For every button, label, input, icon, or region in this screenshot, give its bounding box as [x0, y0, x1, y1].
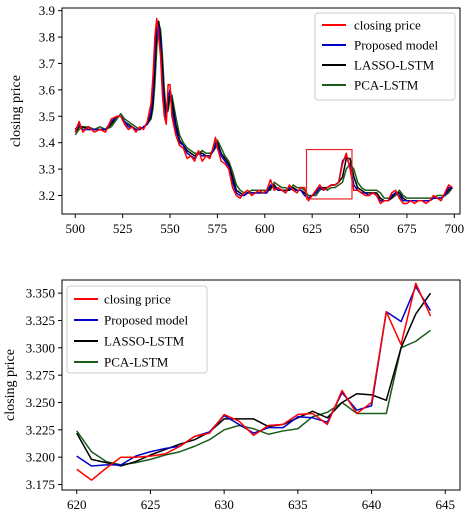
bottom-series-lasso-lstm	[76, 292, 432, 467]
x-tick-label: 630	[214, 497, 234, 512]
top-legend-label-lasso-lstm: LASSO-LSTM	[354, 58, 435, 73]
bottom-legend-entry-proposed-model: Proposed model	[74, 313, 189, 328]
x-tick-label: 550	[160, 221, 180, 236]
x-tick-label: 500	[66, 221, 86, 236]
x-tick-label: 635	[288, 497, 308, 512]
bottom-legend-label-pca-lstm: PCA-LSTM	[104, 355, 169, 370]
bottom-chart-ticks: 620 625 630 635 640 645 3.175 3.200 3.225 3.250 3.…	[26, 286, 455, 512]
x-tick-label: 625	[141, 497, 161, 512]
x-tick-label: 645	[436, 497, 456, 512]
y-tick-label: 3.350	[26, 286, 55, 301]
top-y-axis-label: closing price	[9, 75, 24, 147]
bottom-legend: closing price Proposed model LASSO-LSTM …	[66, 285, 208, 374]
y-tick-label: 3.275	[26, 368, 55, 383]
x-tick-label: 525	[113, 221, 133, 236]
y-tick-label: 3.250	[26, 395, 55, 410]
top-legend: closing price Proposed model LASSO-LSTM …	[314, 12, 456, 101]
y-tick-label: 3.2	[39, 188, 55, 203]
bottom-legend-box	[66, 285, 208, 374]
top-legend-label-closing-price: closing price	[354, 18, 421, 33]
bottom-legend-entry-pca-lstm: PCA-LSTM	[74, 355, 169, 370]
top-chart-ticks: 500 525 550 575 600 625 650 675 700 3.2 3.3 3.4 3.5 3…	[39, 3, 464, 236]
y-tick-label: 3.6	[39, 82, 56, 97]
top-chart: 500 525 550 575 600 625 650 675 700 3.2 3.3 3.4 3.5 3…	[9, 3, 464, 236]
top-legend-box	[314, 12, 456, 101]
y-tick-label: 3.200	[26, 450, 55, 465]
bottom-legend-label-lasso-lstm: LASSO-LSTM	[104, 334, 185, 349]
bottom-chart: 620 625 630 635 640 645 3.175 3.200 3.225 3.250 3.…	[3, 279, 461, 512]
y-tick-label: 3.8	[39, 30, 55, 45]
y-tick-label: 3.325	[26, 313, 55, 328]
top-legend-entry-pca-lstm: PCA-LSTM	[322, 78, 419, 93]
bottom-legend-label-closing-price: closing price	[104, 292, 171, 307]
bottom-legend-entry-lasso-lstm: LASSO-LSTM	[74, 334, 185, 349]
bottom-series-pca-lstm	[76, 329, 431, 466]
y-tick-label: 3.4	[39, 135, 56, 150]
top-legend-label-proposed-model: Proposed model	[354, 38, 439, 53]
top-plot-frame	[61, 7, 461, 215]
bottom-series-proposed-model	[76, 285, 432, 467]
y-tick-label: 3.175	[26, 477, 55, 492]
bottom-legend-entry-closing-price: closing price	[74, 292, 171, 307]
top-series-closing-price	[74, 17, 453, 205]
bottom-plot-frame	[61, 279, 461, 491]
bottom-legend-label-proposed-model: Proposed model	[104, 313, 189, 328]
x-tick-label: 620	[67, 497, 87, 512]
y-tick-label: 3.5	[39, 109, 55, 124]
top-legend-entry-lasso-lstm: LASSO-LSTM	[322, 58, 435, 73]
y-tick-label: 3.225	[26, 422, 55, 437]
bottom-chart-lines	[76, 282, 432, 481]
top-chart-lines	[74, 17, 454, 205]
bottom-series-closing-price	[76, 282, 432, 481]
top-legend-entry-closing-price: closing price	[322, 18, 421, 33]
top-legend-label-pca-lstm: PCA-LSTM	[354, 78, 419, 93]
x-tick-label: 700	[445, 221, 465, 236]
x-tick-label: 575	[208, 221, 228, 236]
x-tick-label: 675	[397, 221, 417, 236]
y-tick-label: 3.7	[39, 56, 56, 71]
y-tick-label: 3.9	[39, 3, 55, 18]
x-tick-label: 600	[255, 221, 275, 236]
x-tick-label: 650	[350, 221, 370, 236]
zoom-box	[305, 148, 353, 200]
y-tick-label: 3.3	[39, 162, 55, 177]
bottom-y-axis-label: closing price	[3, 349, 18, 421]
top-legend-entry-proposed-model: Proposed model	[322, 38, 439, 53]
y-tick-label: 3.300	[26, 340, 55, 355]
x-tick-label: 640	[362, 497, 382, 512]
x-tick-label: 625	[302, 221, 322, 236]
